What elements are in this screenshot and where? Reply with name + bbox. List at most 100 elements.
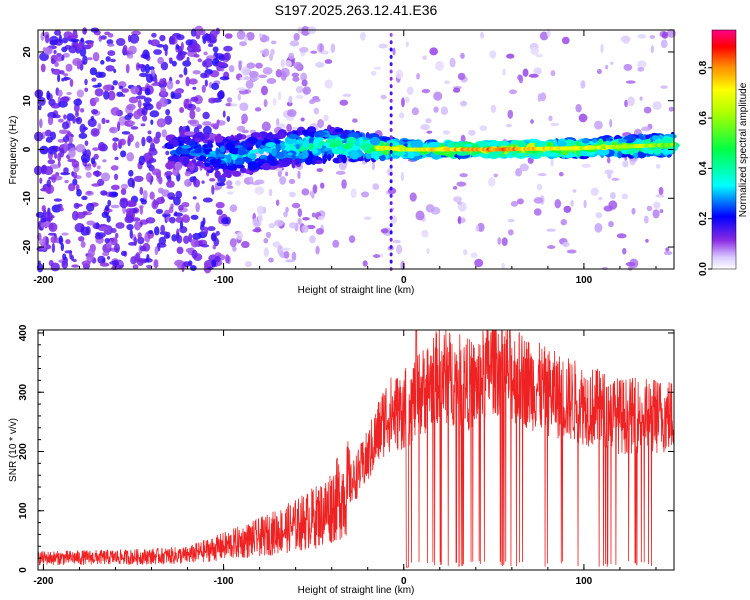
- spec-noise-blob: [462, 249, 468, 256]
- spec-noise-blob: [223, 45, 233, 52]
- spec-noise-blob: [146, 253, 150, 263]
- spec-noise-blob: [151, 32, 157, 38]
- spec-noise-blob: [89, 67, 98, 76]
- spec-noise-blob: [550, 158, 554, 167]
- spec-noise-blob: [339, 99, 349, 106]
- spec-ridge-blob: [285, 145, 291, 152]
- spec-noise-blob: [137, 64, 146, 69]
- spec-noise-blob: [144, 87, 151, 96]
- spec-artifact-blob: [389, 120, 393, 125]
- spec-noise-blob: [470, 252, 478, 259]
- spec-noise-blob: [373, 254, 381, 258]
- spec-noise-blob: [645, 238, 649, 243]
- spec-noise-blob: [254, 107, 262, 112]
- spec-noise-blob: [80, 241, 86, 248]
- spec-noise-blob: [204, 226, 209, 235]
- spec-noise-blob: [114, 232, 119, 239]
- spec-noise-blob: [63, 31, 73, 39]
- spec-noise-blob: [137, 99, 142, 109]
- spec-noise-blob: [141, 115, 148, 122]
- spec-noise-blob: [653, 201, 661, 209]
- spec-noise-blob: [82, 126, 88, 131]
- spec-noise-blob: [183, 98, 189, 109]
- spec-noise-blob: [562, 241, 570, 248]
- spec-noise-blob: [46, 179, 52, 188]
- spec-noise-blob: [128, 96, 139, 104]
- spec-ridge-blob: [653, 146, 662, 155]
- spec-noise-blob: [297, 217, 302, 225]
- spec-noise-blob: [73, 202, 80, 209]
- spec-noise-blob: [50, 103, 61, 109]
- spec-noise-blob: [56, 52, 62, 57]
- spec-ridge-blob: [410, 140, 424, 149]
- spec-noise-blob: [101, 172, 111, 182]
- spec-noise-blob: [112, 80, 118, 86]
- spec-noise-blob: [140, 123, 146, 127]
- spec-noise-blob: [120, 250, 127, 257]
- spec-noise-blob: [159, 97, 168, 107]
- snr-xtick-label: -100: [214, 576, 234, 587]
- spec-noise-blob: [139, 186, 144, 195]
- colorbar-label: Normalized spectral amplitude: [738, 82, 749, 217]
- spec-noise-blob: [192, 196, 197, 200]
- spec-ridge-blob: [236, 133, 243, 141]
- spec-noise-blob: [581, 163, 592, 168]
- spec-noise-blob: [115, 222, 125, 229]
- spec-noise-blob: [380, 228, 389, 234]
- spec-noise-blob: [211, 259, 217, 268]
- spec-noise-blob: [317, 118, 325, 128]
- spec-noise-blob: [39, 52, 49, 62]
- spec-noise-blob: [105, 56, 111, 62]
- spec-noise-blob: [624, 99, 628, 108]
- spec-noise-blob: [516, 198, 524, 205]
- spec-noise-blob: [65, 63, 73, 72]
- spec-noise-blob: [501, 237, 508, 247]
- spec-noise-blob: [245, 79, 254, 89]
- spec-noise-blob: [311, 212, 316, 218]
- spec-noise-blob: [270, 40, 277, 45]
- spec-ridge-blob: [316, 143, 323, 150]
- spec-noise-blob: [149, 191, 155, 200]
- spec-noise-blob: [92, 51, 100, 62]
- spec-noise-blob: [291, 202, 301, 209]
- spec-noise-blob: [142, 49, 150, 60]
- spec-artifact-blob: [389, 193, 393, 198]
- spec-noise-blob: [459, 173, 468, 178]
- spec-noise-blob: [288, 95, 293, 104]
- spec-ridge-blob: [214, 135, 224, 143]
- spec-noise-blob: [105, 119, 110, 124]
- spec-noise-blob: [70, 254, 74, 262]
- spec-noise-blob: [268, 222, 276, 229]
- spec-noise-blob: [195, 107, 201, 113]
- spec-noise-blob: [57, 89, 63, 97]
- colorbar-tick-label: 0.4: [698, 161, 709, 175]
- spec-noise-blob: [127, 177, 135, 188]
- spec-noise-blob: [246, 31, 255, 41]
- spec-noise-blob: [611, 177, 620, 181]
- spec-noise-blob: [120, 183, 129, 190]
- spec-noise-blob: [299, 46, 309, 53]
- spec-noise-blob: [176, 261, 183, 269]
- spec-noise-blob: [405, 41, 409, 47]
- spec-noise-blob: [295, 86, 304, 94]
- spec-noise-blob: [442, 130, 451, 135]
- spec-noise-blob: [85, 202, 95, 212]
- spec-noise-blob: [64, 76, 71, 81]
- spec-noise-blob: [650, 45, 654, 54]
- spec-noise-blob: [302, 216, 310, 221]
- spec-artifact-blob: [389, 142, 393, 147]
- spec-noise-blob: [128, 169, 134, 177]
- spec-noise-blob: [166, 174, 171, 180]
- spec-noise-blob: [70, 38, 80, 43]
- spec-noise-blob: [575, 104, 582, 113]
- spec-noise-blob: [192, 86, 197, 90]
- spec-noise-blob: [61, 37, 69, 44]
- spec-noise-blob: [44, 34, 50, 44]
- spec-noise-blob: [179, 220, 184, 229]
- spec-noise-blob: [216, 182, 226, 187]
- spec-noise-blob: [330, 43, 336, 54]
- spec-noise-blob: [125, 63, 130, 74]
- spec-noise-blob: [102, 84, 112, 92]
- spec-noise-blob: [426, 248, 430, 254]
